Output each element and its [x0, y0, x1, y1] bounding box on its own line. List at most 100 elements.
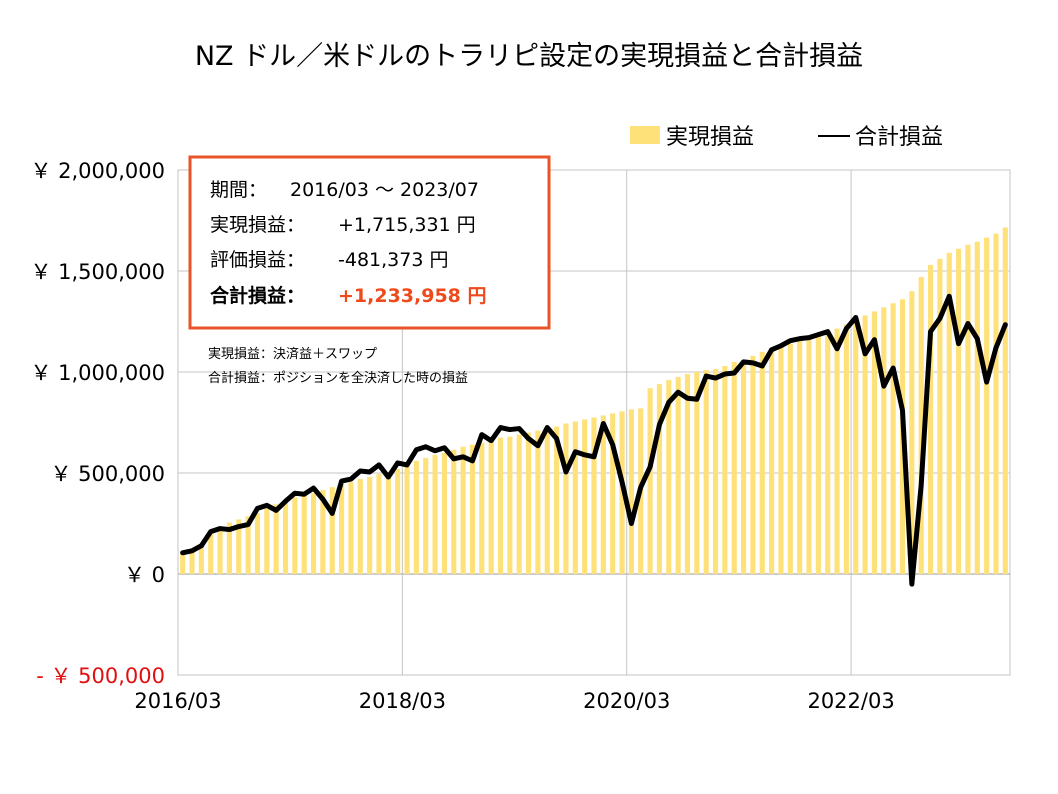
bar-realized	[310, 493, 317, 574]
bar-realized	[582, 419, 588, 574]
bar-realized	[245, 516, 251, 574]
info-realized-label: 実現損益：	[210, 214, 305, 236]
bar-realized	[722, 365, 728, 574]
bar-realized	[554, 426, 560, 574]
info-box-border	[188, 155, 551, 330]
bar-realized	[404, 463, 410, 574]
bar-realized	[591, 417, 597, 574]
bar-realized	[516, 434, 522, 574]
bar-realized	[488, 440, 494, 574]
chart-title: NZ ドル／米ドルのトラリピ設定の実現損益と合計損益	[195, 41, 863, 72]
bar-realized	[984, 237, 990, 575]
line-total	[180, 293, 1008, 587]
bar-realized	[993, 233, 999, 574]
bar-realized	[572, 421, 578, 574]
y-tick-label: ￥ 2,000,000	[30, 159, 165, 183]
bar-realized	[610, 413, 616, 574]
bar-realized	[273, 504, 279, 574]
x-axis: 2016/03 2018/03 2020/03 2022/03	[134, 689, 894, 713]
x-tick-label: 2020/03	[583, 689, 670, 713]
bar-realized	[320, 490, 326, 574]
note-total: 合計損益：ポジションを全決済した時の損益	[208, 370, 468, 386]
bar-realized	[357, 479, 363, 574]
bar-realized	[712, 368, 719, 574]
info-box: 期間： 2016/03 ～ 2023/07 実現損益： +1,715,331 円…	[188, 155, 551, 330]
y-tick-label: - ￥ 500,000	[36, 664, 165, 688]
bar-realized	[675, 377, 681, 574]
bar-realized	[778, 345, 784, 574]
bar-realized	[600, 415, 606, 574]
bar-realized	[797, 339, 803, 574]
bar-realized	[666, 380, 672, 574]
bar-realized	[282, 501, 289, 574]
x-tick-label: 2016/03	[134, 689, 221, 713]
info-total-label: 合計損益：	[210, 284, 305, 307]
bar-realized	[292, 497, 298, 574]
info-unrealized-label: 評価損益：	[210, 249, 305, 271]
bar-realized	[264, 508, 270, 574]
bar-realized	[497, 437, 504, 574]
bar-realized	[956, 248, 962, 574]
bar-realized	[684, 374, 691, 574]
bar-realized	[367, 477, 373, 574]
bar-realized	[301, 495, 307, 574]
bar-realized	[469, 444, 476, 574]
bar-realized	[769, 349, 775, 574]
bar-realized	[703, 369, 709, 574]
bar-realized	[423, 457, 429, 574]
bar-realized	[226, 522, 232, 574]
bar-realized	[843, 324, 849, 574]
bar-realized	[974, 241, 980, 574]
bar-realized	[759, 351, 765, 574]
bar-realized	[432, 454, 438, 574]
bar-realized	[451, 449, 457, 574]
bar-realized	[694, 372, 700, 574]
bar-realized	[413, 460, 419, 574]
bar-realized	[853, 319, 859, 574]
legend-bar-swatch	[630, 126, 660, 144]
y-tick-label: ￥ 0	[124, 563, 165, 587]
bar-realized	[376, 474, 382, 574]
bar-realized	[329, 487, 335, 574]
bar-realized	[871, 311, 878, 574]
y-tick-label: ￥ 1,000,000	[30, 361, 165, 385]
x-tick-label: 2018/03	[359, 689, 446, 713]
bar-realized	[208, 533, 214, 574]
y-tick-label: ￥ 1,500,000	[30, 260, 165, 284]
bar-realized	[825, 331, 831, 574]
bar-realized	[815, 334, 821, 574]
bar-realized	[479, 442, 485, 574]
bar-realized	[236, 519, 242, 574]
info-total-value: +1,233,958 円	[338, 285, 487, 307]
gridlines	[177, 169, 1010, 676]
bar-realized	[656, 384, 663, 574]
bar-realized	[254, 513, 261, 574]
bar-realized	[544, 428, 550, 574]
bar-realized	[834, 328, 840, 574]
bar-realized	[395, 468, 401, 574]
info-realized-value: +1,715,331 円	[338, 214, 476, 236]
y-axis: ￥ 2,000,000 ￥ 1,500,000 ￥ 1,000,000 ￥ 500,0…	[30, 159, 165, 688]
x-tick-label: 2022/03	[807, 689, 894, 713]
bar-realized	[741, 359, 747, 574]
bar-realized	[927, 264, 934, 574]
bar-realized	[965, 244, 971, 575]
bar-realized	[525, 432, 532, 574]
bar-realized	[180, 552, 186, 574]
bar-realized	[198, 543, 204, 574]
bar-realized	[563, 423, 569, 574]
y-tick-label: ￥ 500,000	[50, 462, 165, 486]
info-period-label: 期間：	[210, 179, 267, 201]
total-line	[180, 293, 1008, 587]
bar-realized	[1002, 227, 1008, 574]
note-realized: 実現損益：決済益＋スワップ	[208, 346, 377, 362]
bar-realized	[862, 315, 868, 574]
bar-realized	[787, 343, 793, 574]
bar-realized	[937, 258, 943, 574]
legend: 実現損益 合計損益	[630, 125, 943, 150]
bar-realized	[750, 355, 756, 574]
bar-realized	[441, 452, 447, 574]
bar-realized	[339, 484, 345, 574]
legend-label-total: 合計損益	[855, 125, 943, 150]
